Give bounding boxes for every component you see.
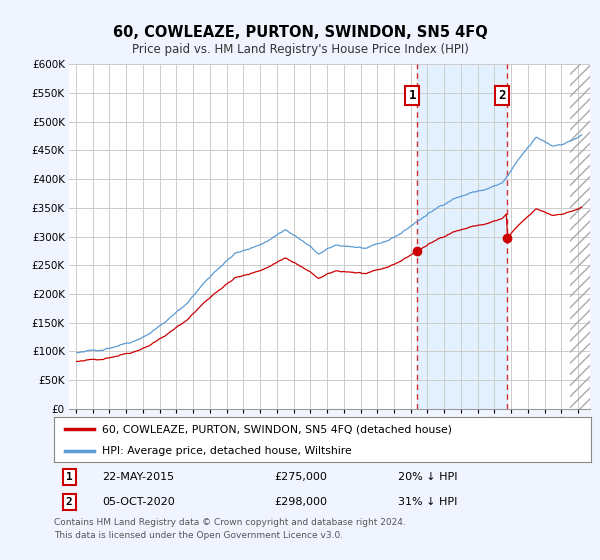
Text: 20% ↓ HPI: 20% ↓ HPI bbox=[398, 472, 457, 482]
Text: 60, COWLEAZE, PURTON, SWINDON, SN5 4FQ: 60, COWLEAZE, PURTON, SWINDON, SN5 4FQ bbox=[113, 25, 487, 40]
Text: £275,000: £275,000 bbox=[274, 472, 327, 482]
Text: 05-OCT-2020: 05-OCT-2020 bbox=[103, 497, 175, 507]
Bar bbox=[570, 64, 590, 409]
Text: 31% ↓ HPI: 31% ↓ HPI bbox=[398, 497, 457, 507]
Text: £298,000: £298,000 bbox=[274, 497, 327, 507]
Text: HPI: Average price, detached house, Wiltshire: HPI: Average price, detached house, Wilt… bbox=[103, 446, 352, 456]
Text: Contains HM Land Registry data © Crown copyright and database right 2024.
This d: Contains HM Land Registry data © Crown c… bbox=[54, 518, 406, 539]
Text: 1: 1 bbox=[65, 472, 73, 482]
Bar bbox=[570, 64, 590, 409]
Bar bbox=[417, 64, 507, 409]
Text: 60, COWLEAZE, PURTON, SWINDON, SN5 4FQ (detached house): 60, COWLEAZE, PURTON, SWINDON, SN5 4FQ (… bbox=[103, 424, 452, 435]
Text: 1: 1 bbox=[409, 89, 416, 102]
Text: 2: 2 bbox=[65, 497, 73, 507]
Text: 2: 2 bbox=[499, 89, 506, 102]
Text: 22-MAY-2015: 22-MAY-2015 bbox=[103, 472, 175, 482]
Text: Price paid vs. HM Land Registry's House Price Index (HPI): Price paid vs. HM Land Registry's House … bbox=[131, 43, 469, 56]
